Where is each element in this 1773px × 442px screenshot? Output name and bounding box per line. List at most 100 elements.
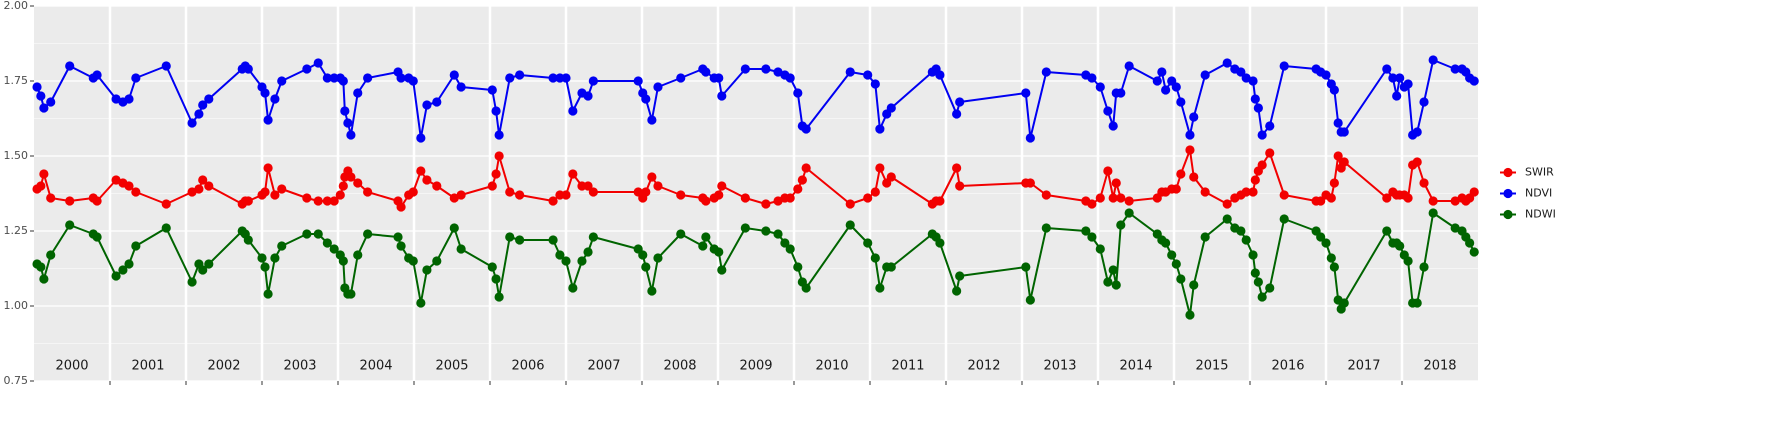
data-point (335, 190, 345, 200)
data-point (1041, 190, 1051, 200)
data-point (870, 79, 880, 89)
data-point (505, 73, 515, 83)
data-point (194, 109, 204, 119)
data-point (1157, 67, 1167, 77)
data-point (1419, 97, 1429, 107)
data-point (1250, 268, 1260, 278)
year-label: 2010 (815, 359, 848, 374)
data-point (270, 94, 280, 104)
data-point (1103, 166, 1113, 176)
y-tick-label: 1.25 (4, 224, 29, 237)
year-label: 2018 (1423, 359, 1456, 374)
year-label: 2002 (207, 359, 240, 374)
data-point (187, 118, 197, 128)
data-point (432, 97, 442, 107)
data-point (204, 259, 214, 269)
data-point (740, 64, 750, 74)
year-label: 2016 (1271, 359, 1304, 374)
data-point (363, 187, 373, 197)
legend-key-point (1503, 188, 1513, 199)
year-label: 2008 (663, 359, 696, 374)
data-point (422, 100, 432, 110)
data-point (935, 70, 945, 80)
data-point (1395, 241, 1405, 251)
data-point (36, 181, 46, 191)
data-point (487, 181, 497, 191)
data-point (346, 130, 356, 140)
legend-label: NDVI (1525, 187, 1552, 200)
data-point (870, 253, 880, 263)
data-point (801, 124, 811, 134)
data-point (416, 166, 426, 176)
data-point (46, 250, 56, 260)
data-point (1189, 172, 1199, 182)
data-point (588, 187, 598, 197)
data-point (353, 88, 363, 98)
data-point (1222, 199, 1232, 209)
data-point (1279, 61, 1289, 71)
data-point (1326, 193, 1336, 203)
data-point (422, 265, 432, 275)
data-point (1395, 73, 1405, 83)
data-point (338, 76, 348, 86)
data-point (653, 181, 663, 191)
data-point (1257, 130, 1267, 140)
data-point (1250, 175, 1260, 185)
data-point (260, 88, 270, 98)
data-point (785, 244, 795, 254)
data-point (243, 196, 253, 206)
data-point (717, 91, 727, 101)
data-point (1250, 94, 1260, 104)
data-point (1087, 232, 1097, 242)
data-point (456, 190, 466, 200)
data-point (845, 67, 855, 77)
data-point (1253, 277, 1263, 287)
data-point (1265, 283, 1275, 293)
data-point (456, 244, 466, 254)
data-point (955, 271, 965, 281)
data-point (701, 67, 711, 77)
data-point (548, 235, 558, 245)
year-label: 2011 (891, 359, 924, 374)
data-point (793, 88, 803, 98)
year-label: 2003 (283, 359, 316, 374)
data-point (1025, 178, 1035, 188)
data-point (1236, 67, 1246, 77)
data-point (161, 199, 171, 209)
data-point (740, 223, 750, 233)
data-point (260, 262, 270, 272)
data-point (1333, 151, 1343, 161)
data-point (449, 70, 459, 80)
data-point (515, 190, 525, 200)
data-point (1081, 226, 1091, 236)
data-point (740, 193, 750, 203)
data-point (194, 184, 204, 194)
data-point (845, 220, 855, 230)
data-point (1087, 199, 1097, 209)
legend-label: SWIR (1525, 166, 1554, 179)
data-point (583, 181, 593, 191)
year-label: 2012 (967, 359, 1000, 374)
data-point (1469, 247, 1479, 257)
data-point (561, 73, 571, 83)
data-point (561, 256, 571, 266)
data-point (1257, 160, 1267, 170)
data-point (270, 253, 280, 263)
data-point (408, 76, 418, 86)
data-point (322, 73, 332, 83)
data-point (785, 193, 795, 203)
year-label: 2009 (739, 359, 772, 374)
data-point (198, 265, 208, 275)
data-point (1185, 310, 1195, 320)
data-point (1095, 82, 1105, 92)
data-point (955, 97, 965, 107)
data-point (1041, 67, 1051, 77)
data-point (647, 172, 657, 182)
data-point (583, 247, 593, 257)
y-tick-label: 0.75 (4, 374, 29, 387)
data-point (263, 163, 273, 173)
data-point (801, 163, 811, 173)
data-point (1316, 232, 1326, 242)
data-point (952, 109, 962, 119)
year-label: 2014 (1119, 359, 1152, 374)
